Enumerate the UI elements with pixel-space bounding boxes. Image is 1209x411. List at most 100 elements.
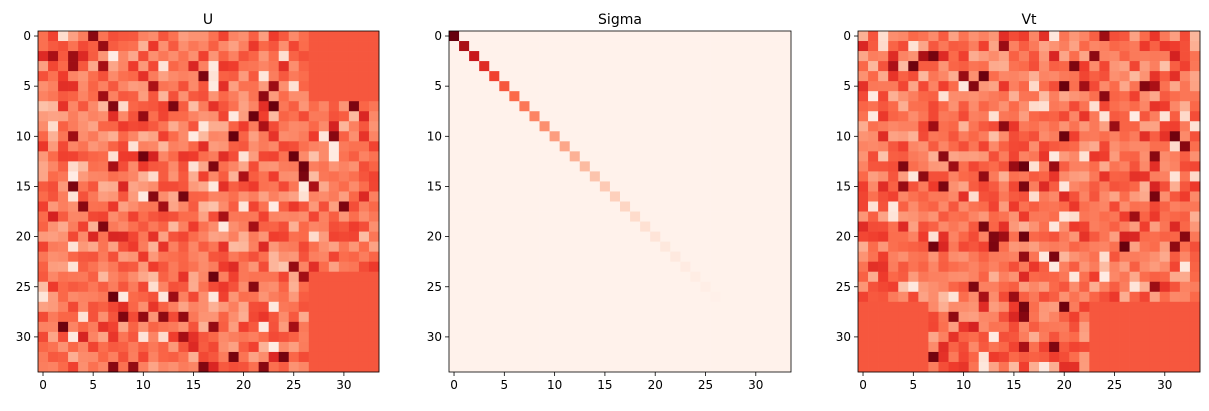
heatmap-cell: [750, 201, 762, 212]
heatmap-cell: [499, 341, 510, 353]
heatmap-cell: [188, 191, 199, 202]
heatmap-cell: [908, 331, 919, 343]
heatmap-cell: [499, 261, 510, 273]
heatmap-cell: [1129, 321, 1140, 333]
heatmap-cell: [998, 171, 1010, 182]
heatmap-cell: [1139, 101, 1151, 112]
heatmap-cell: [328, 251, 340, 263]
heatmap-cell: [499, 301, 510, 313]
heatmap-cell: [358, 271, 370, 283]
heatmap-cell: [519, 121, 530, 132]
heatmap-cell: [660, 101, 671, 112]
heatmap-cell: [898, 311, 909, 323]
heatmap-cell: [928, 81, 939, 92]
heatmap-cell: [1149, 171, 1161, 182]
heatmap-cell: [928, 121, 939, 132]
heatmap-cell: [318, 191, 330, 202]
heatmap-cell: [248, 81, 259, 92]
heatmap-cell: [98, 111, 109, 122]
heatmap-cell: [48, 151, 59, 162]
heatmap-cell: [938, 31, 949, 42]
heatmap-cell: [288, 41, 300, 52]
heatmap-cell: [760, 251, 772, 263]
heatmap-cell: [988, 151, 1000, 162]
heatmap-cell: [208, 301, 219, 313]
heatmap-cell: [188, 271, 199, 283]
heatmap-cell: [690, 191, 701, 202]
heatmap-cell: [198, 211, 209, 222]
heatmap-cell: [958, 211, 969, 222]
heatmap-cell: [640, 141, 651, 152]
heatmap-cell: [308, 91, 320, 102]
heatmap-cell: [650, 341, 661, 353]
heatmap-cell: [38, 251, 49, 263]
heatmap-cell: [148, 261, 159, 273]
heatmap-cell: [599, 51, 611, 62]
heatmap-cell: [898, 51, 909, 62]
heatmap-cell: [258, 341, 270, 353]
heatmap-cell: [348, 341, 360, 353]
heatmap-cell: [640, 161, 651, 172]
heatmap-cell: [599, 121, 611, 132]
heatmap-cell: [1169, 81, 1181, 92]
heatmap-cell: [680, 291, 691, 303]
heatmap-cell: [1159, 211, 1171, 222]
heatmap-cell: [98, 171, 109, 182]
heatmap-cell: [108, 261, 119, 273]
heatmap-cell: [760, 161, 772, 172]
heatmap-cell: [308, 121, 320, 132]
heatmap-cell: [88, 211, 99, 222]
heatmap-cell: [529, 361, 540, 373]
heatmap-cell: [308, 231, 320, 242]
heatmap-cell: [549, 101, 560, 112]
heatmap-cell: [1129, 341, 1140, 353]
heatmap-cell: [459, 221, 470, 232]
heatmap-cell: [1089, 151, 1100, 162]
heatmap-cell: [78, 171, 89, 182]
heatmap-cell: [938, 71, 949, 82]
heatmap-cell: [549, 81, 560, 92]
heatmap-cell: [118, 41, 129, 52]
heatmap-cell: [228, 321, 239, 333]
heatmap-cell: [98, 81, 109, 92]
heatmap-cell: [88, 351, 99, 363]
heatmap-cell: [1149, 201, 1161, 212]
heatmap-cell: [680, 41, 691, 52]
heatmap-cell: [599, 161, 611, 172]
heatmap-cell: [539, 351, 550, 363]
heatmap-cell: [308, 161, 320, 172]
heatmap-cell: [58, 191, 69, 202]
heatmap-cell: [288, 271, 300, 283]
heatmap-cell: [499, 201, 510, 212]
heatmap-cell: [750, 321, 762, 333]
heatmap-cell: [898, 281, 909, 293]
heatmap-cell: [620, 201, 631, 212]
heatmap-cell: [118, 291, 129, 303]
heatmap-cell: [1179, 211, 1191, 222]
heatmap-cell: [1029, 101, 1040, 112]
y-tick-label: 20: [427, 230, 442, 244]
heatmap-cell: [449, 191, 460, 202]
heatmap-cell: [1039, 211, 1050, 222]
heatmap-cell: [760, 51, 772, 62]
heatmap-cell: [459, 151, 470, 162]
heatmap-cell: [338, 191, 350, 202]
heatmap-cell: [660, 311, 671, 323]
heatmap-cell: [948, 61, 959, 72]
heatmap-cell: [1089, 121, 1100, 132]
heatmap-cell: [878, 341, 889, 353]
heatmap-cell: [1008, 201, 1020, 212]
heatmap-cell: [509, 121, 520, 132]
heatmap-cell: [640, 121, 651, 132]
heatmap-cell: [1159, 341, 1171, 353]
heatmap-cell: [228, 101, 239, 112]
heatmap-cell: [720, 291, 731, 303]
heatmap-cell: [680, 191, 691, 202]
heatmap-cell: [730, 31, 742, 42]
heatmap-cell: [609, 31, 621, 42]
heatmap-cell: [358, 211, 370, 222]
heatmap-cell: [1008, 171, 1020, 182]
heatmap-cell: [198, 111, 209, 122]
heatmap-cell: [469, 211, 480, 222]
x-tick-label: 30: [748, 378, 763, 392]
